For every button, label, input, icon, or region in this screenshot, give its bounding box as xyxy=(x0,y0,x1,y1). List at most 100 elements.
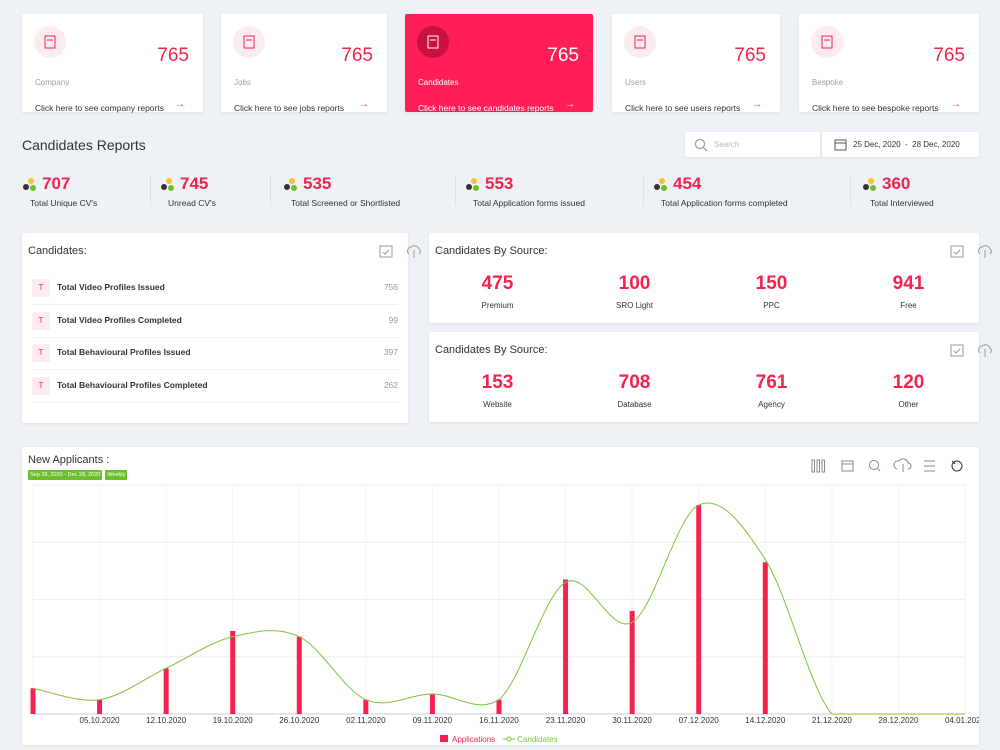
summary-card[interactable]: 765 Users Click here to see users reports → xyxy=(612,14,780,113)
stat-separator xyxy=(455,176,456,206)
summary-card[interactable]: 765 Candidates Click here to see candidate… xyxy=(405,14,593,113)
toolbar-menu[interactable] xyxy=(924,460,935,472)
calendar-button[interactable] xyxy=(949,342,965,358)
icon-glyph xyxy=(427,35,439,49)
row-badge: T xyxy=(32,311,50,330)
icon-shape xyxy=(950,245,964,258)
card-label: Company xyxy=(35,78,70,87)
dot xyxy=(23,184,29,190)
dot xyxy=(661,185,667,191)
source-item: 941 Free xyxy=(840,273,977,310)
bar xyxy=(696,505,702,714)
calendar-icon xyxy=(834,139,847,151)
candidate-row: T Total Behavioural Profiles Issued 397 xyxy=(32,337,398,370)
download-button[interactable] xyxy=(406,243,422,259)
source-label: Premium xyxy=(481,301,514,310)
download-button[interactable] xyxy=(977,342,993,358)
date-range[interactable]: 25 Dec, 2020 - 28 Dec, 2020 xyxy=(822,132,979,157)
source-item: 150 PPC xyxy=(703,273,840,310)
toolbar-download[interactable] xyxy=(893,458,912,472)
chart: 05.10.2020 12.10.2020 19.10.2020 26.10.2020… xyxy=(30,458,979,744)
toolbar-bars[interactable] xyxy=(811,459,825,473)
panel-title: Candidates By Source: xyxy=(435,245,548,257)
card-icon xyxy=(233,26,265,58)
source-item: 100 SRO Light xyxy=(566,273,703,310)
stat: 535 Total Screened or Shortlisted xyxy=(283,172,403,212)
panel-title: Candidates: xyxy=(28,245,87,257)
legend-label[interactable]: Applications xyxy=(452,735,495,744)
source-value: 941 xyxy=(892,273,925,294)
x-tick-label: 19.10.2020 xyxy=(213,716,254,725)
dot xyxy=(168,185,174,191)
dot xyxy=(166,178,172,184)
icon-shape xyxy=(634,35,646,49)
chart-title: New Applicants : xyxy=(28,454,110,466)
icon-shape xyxy=(978,245,992,255)
download-button[interactable] xyxy=(977,243,993,259)
card-label: Bespoke xyxy=(812,78,844,87)
stat-label: Unread CV's xyxy=(168,198,216,208)
row-value: 756 xyxy=(383,282,398,292)
icon-shape xyxy=(407,245,421,255)
card-arrow: → xyxy=(175,99,185,110)
card-link: Click here to see bespoke reports xyxy=(812,103,939,113)
card-value: 765 xyxy=(734,45,766,66)
toolbar-reset[interactable] xyxy=(951,460,963,472)
legend-marker xyxy=(506,736,512,742)
search-box[interactable]: Search xyxy=(685,132,820,157)
search-placeholder: Search xyxy=(714,140,740,149)
chart-panel: New Applicants : Sep 28, 2020 - Dec 28, … xyxy=(22,447,979,745)
source-label: Other xyxy=(898,400,919,409)
x-tick-label: 05.10.2020 xyxy=(80,716,121,725)
card-arrow: → xyxy=(752,99,762,110)
toolbar-zoom[interactable] xyxy=(869,460,881,472)
summary-card[interactable]: 765 Company Click here to see company repo… xyxy=(22,14,203,113)
stat-separator xyxy=(270,176,271,206)
summary-card[interactable]: 765 Bespoke Click here to see bespoke repo… xyxy=(799,14,979,113)
x-tick-label: 02.11.2020 xyxy=(346,716,386,725)
bar xyxy=(629,610,635,714)
candidates-panel: Candidates: T Total Video Profiles Issued… xyxy=(22,233,421,423)
dot xyxy=(30,185,36,191)
calendar-button[interactable] xyxy=(949,243,965,259)
stat-separator xyxy=(150,176,151,206)
summary-card[interactable]: 765 Jobs Click here to see jobs reports → xyxy=(221,14,387,113)
row-value: 99 xyxy=(388,314,398,325)
bar xyxy=(230,630,236,714)
dot xyxy=(291,185,297,191)
calendar-button[interactable] xyxy=(378,243,394,259)
x-tick-label: 21.12.2020 xyxy=(812,716,853,725)
row-label: Total Behavioural Profiles Completed xyxy=(57,379,208,390)
source-label: Website xyxy=(483,400,512,409)
toolbar-calendar[interactable] xyxy=(841,460,854,472)
card-link: Click here to see jobs reports xyxy=(234,103,345,113)
x-tick-label: 23.11.2020 xyxy=(546,716,586,725)
icon-glyph xyxy=(821,35,833,49)
x-tick-label: 07.12.2020 xyxy=(679,716,720,725)
x-tick-label: 26.10.2020 xyxy=(279,716,320,725)
icon-glyph xyxy=(243,35,255,49)
stat-label: Total Unique CV's xyxy=(30,198,98,208)
card-arrow: → xyxy=(951,99,961,110)
stat: 745 Unread CV's xyxy=(160,172,280,212)
x-tick-label: 09.11.2020 xyxy=(413,716,453,725)
card-icon xyxy=(417,26,449,58)
source-value: 153 xyxy=(481,372,514,393)
row-value: 397 xyxy=(383,347,398,357)
bar xyxy=(429,693,435,714)
card-value: 765 xyxy=(547,45,579,66)
dot xyxy=(868,178,874,184)
card-icon xyxy=(624,26,656,58)
source-panel: Candidates By Source: 475 Premium 100 SRO Li… xyxy=(429,233,992,323)
stat-value: 707 xyxy=(42,174,71,193)
stat-dots xyxy=(654,178,667,191)
x-tick-label: 30.11.2020 xyxy=(612,716,652,725)
legend-label[interactable]: Candidates xyxy=(517,735,557,744)
search-icon xyxy=(694,138,708,152)
card-value: 765 xyxy=(341,45,373,66)
stat-label: Total Screened or Shortlisted xyxy=(291,198,401,208)
x-tick-label: 16.11.2020 xyxy=(479,716,519,725)
source-label: Database xyxy=(617,400,652,409)
row-badge: T xyxy=(32,279,50,297)
